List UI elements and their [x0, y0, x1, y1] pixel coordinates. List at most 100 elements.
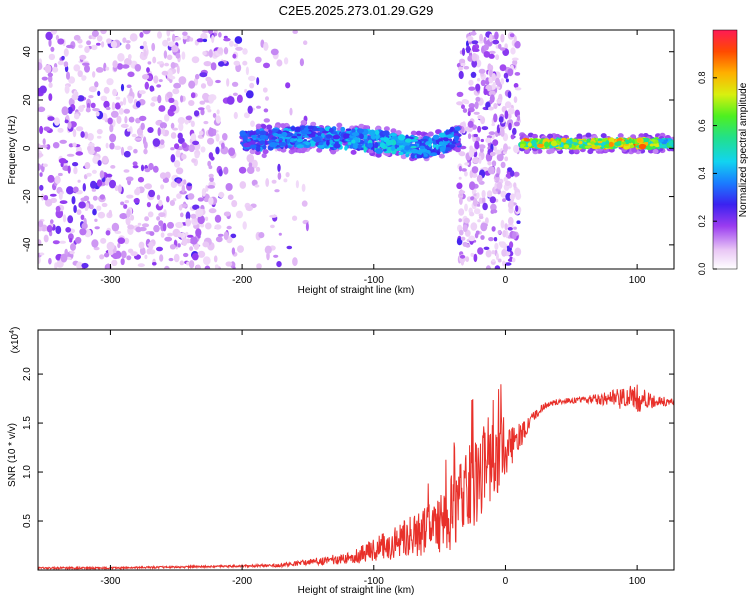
spectrogram-cell [483, 88, 488, 96]
spectrogram-cell [63, 48, 69, 57]
spectrogram-cell [123, 97, 127, 106]
spectrogram-cell [244, 88, 248, 93]
spectrogram-cell [131, 133, 137, 138]
spectrogram-cell [202, 241, 210, 248]
spectrogram-cell [202, 30, 210, 33]
colorbar-tick-label: 0.8 [697, 72, 707, 85]
spectrogram-cell [508, 122, 512, 131]
spectrogram-cell [84, 206, 89, 211]
spectrogram-cell [305, 131, 312, 135]
spectrogram-cell [94, 218, 98, 222]
spectrogram-cell [156, 84, 162, 88]
spectrogram-cell [126, 194, 134, 199]
spectrogram-cell [117, 242, 121, 249]
spectrogram-cell [492, 39, 500, 45]
spectrogram-cell [476, 174, 483, 183]
spectrogram-cell [404, 138, 412, 143]
spectrogram-cell [247, 105, 253, 115]
spectrogram-cell [435, 144, 439, 150]
spectrogram-x-tick-label: -300 [100, 275, 120, 286]
spectrogram-cell [199, 223, 205, 228]
spectrogram-cell [141, 223, 150, 228]
spectrogram-cell [200, 83, 207, 89]
spectrogram-cell [55, 205, 61, 213]
figure-title: C2E5.2025.273.01.29.G29 [279, 3, 434, 18]
spectrogram-cell [488, 53, 495, 59]
spectrogram-cell [429, 153, 437, 157]
spectrogram-cell [501, 249, 507, 257]
spectrogram-cell [424, 145, 430, 149]
spectrogram-cell [485, 217, 489, 225]
spectrogram-cell [513, 121, 520, 127]
spectrogram-cell [39, 125, 44, 135]
spectrogram-cell [109, 133, 117, 143]
spectrogram-cell [101, 41, 105, 48]
spectrogram-cell [203, 120, 209, 125]
spectrogram-cell [309, 134, 316, 138]
snr-y-tick-label: 1.5 [22, 416, 33, 430]
spectrogram-cell [121, 64, 130, 69]
spectrogram-cell [108, 209, 113, 217]
spectrogram-cell [294, 126, 301, 131]
spectrogram-x-tick-label: -100 [364, 275, 384, 286]
snr-x-tick-label: 0 [503, 576, 509, 587]
spectrogram-cell [417, 149, 423, 156]
spectrogram-cell [302, 135, 309, 138]
spectrogram-cell [68, 233, 74, 241]
spectrogram-cell [72, 142, 77, 148]
spectrogram-cell [182, 35, 188, 40]
spectrogram-cell [126, 255, 132, 261]
spectrogram-cell [650, 139, 656, 142]
spectrogram-cell [170, 62, 176, 69]
spectrogram-cell [73, 166, 78, 175]
spectrogram-cell [486, 190, 493, 198]
spectrogram-cell [188, 100, 195, 106]
spectrogram-cell [254, 56, 262, 63]
spectrogram-cell [169, 104, 177, 112]
spectrogram-cell [364, 140, 368, 143]
spectrogram-cell [453, 135, 460, 141]
spectrogram-cell [479, 33, 484, 42]
spectrogram-cell [208, 152, 214, 160]
spectrogram-cell [96, 35, 103, 42]
spectrogram-cell [170, 181, 178, 188]
spectrogram-cell [52, 142, 60, 149]
spectrogram-cell [458, 165, 462, 172]
spectrogram-cell [256, 105, 261, 109]
spectrogram-cell [233, 111, 238, 120]
spectrogram-cell [565, 139, 573, 145]
spectrogram-cell [57, 127, 64, 133]
spectrogram-cell [186, 261, 190, 266]
spectrogram-cell [176, 193, 182, 199]
spectrogram-cell [122, 37, 127, 43]
spectrogram-cell [112, 60, 118, 68]
spectrogram-cell [254, 184, 260, 188]
spectrogram-cell [157, 127, 161, 136]
spectrogram-cell [114, 145, 122, 150]
spectrogram-cell [123, 169, 130, 173]
spectrogram-cell [660, 144, 667, 148]
spectrogram-cell [496, 98, 503, 103]
spectrogram-cell [271, 128, 279, 133]
spectrogram-cell [507, 68, 514, 77]
spectrogram-cell [347, 142, 352, 145]
spectrogram-cell [51, 66, 59, 73]
spectrogram-cell [230, 233, 237, 239]
spectrogram-cell [256, 77, 260, 86]
spectrogram-cell [507, 201, 514, 210]
spectrogram-cell [383, 148, 387, 152]
spectrogram-cell [363, 146, 367, 152]
snr-x-tick-label: -100 [364, 576, 384, 587]
spectrogram-cell [456, 182, 463, 190]
spectrogram-cell [511, 257, 516, 263]
spectrogram-cell [468, 86, 476, 91]
spectrogram-y-tick-label: 40 [22, 46, 33, 58]
spectrogram-cell [144, 183, 152, 190]
spectrogram-cell [196, 38, 204, 43]
spectrogram-cell [153, 224, 160, 233]
spectrogram-cell [80, 214, 85, 220]
spectrogram-cell [301, 200, 308, 207]
spectrogram-cell [77, 70, 83, 78]
spectrogram-cell [229, 40, 234, 47]
spectrogram-cell [584, 145, 593, 149]
